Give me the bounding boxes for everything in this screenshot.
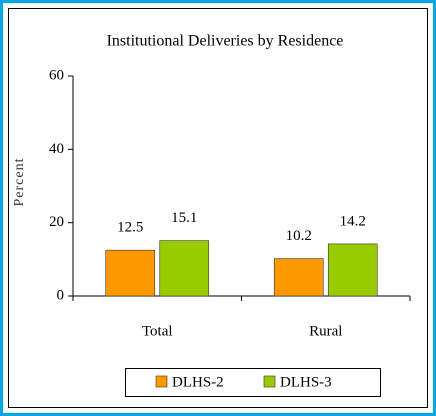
bar — [159, 240, 210, 297]
legend-label: DLHS-2 — [172, 374, 224, 390]
x-tick-label: Rural — [309, 323, 342, 339]
data-label: 15.1 — [171, 210, 197, 226]
bar — [273, 258, 324, 297]
legend-swatch — [263, 375, 276, 388]
chart-title: Institutional Deliveries by Residence — [107, 33, 344, 50]
y-tick-label: 0 — [57, 287, 65, 303]
plot-frame — [8, 8, 428, 408]
data-label: 14.2 — [340, 213, 366, 229]
data-label: 12.5 — [117, 220, 143, 236]
bar — [327, 243, 378, 297]
legend-box — [125, 368, 381, 397]
y-axis-label: Percent — [12, 158, 27, 207]
x-tick-label: Total — [142, 323, 173, 339]
y-tick-label: 60 — [49, 67, 64, 83]
bar — [105, 249, 156, 297]
y-tick-label: 20 — [49, 214, 64, 230]
legend-label: DLHS-3 — [280, 374, 332, 390]
legend-swatch — [155, 375, 168, 388]
data-label: 10.2 — [286, 228, 312, 244]
y-tick-label: 40 — [49, 141, 64, 157]
